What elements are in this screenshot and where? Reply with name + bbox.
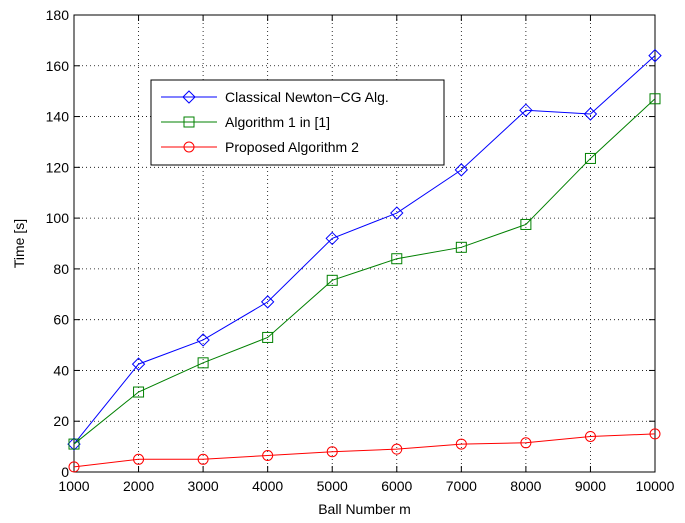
data-series	[67, 48, 662, 473]
x-tick-label: 3000	[188, 478, 219, 494]
legend-label: Classical Newton−CG Alg.	[225, 89, 389, 105]
circle-marker	[391, 443, 403, 455]
circle-marker	[649, 428, 661, 440]
grid-lines	[74, 15, 655, 472]
diamond-marker	[648, 48, 662, 63]
square-marker	[68, 438, 80, 450]
circle-marker	[584, 430, 596, 442]
diamond-marker	[325, 231, 339, 246]
x-tick-label: 8000	[510, 478, 541, 494]
y-tick-label: 80	[53, 261, 69, 277]
square-marker	[133, 386, 145, 398]
legend-label: Algorithm 1 in [1]	[225, 114, 330, 130]
square-marker	[520, 218, 532, 230]
y-tick-label: 120	[46, 159, 70, 175]
diamond-marker	[390, 206, 404, 220]
circle-marker	[197, 453, 209, 465]
legend: Classical Newton−CG Alg. Algorithm 1 in […	[150, 79, 445, 166]
x-axis-label: Ball Number m	[318, 501, 411, 517]
diamond-marker	[196, 333, 210, 347]
diamond-marker	[182, 90, 196, 104]
y-tick-label: 0	[61, 464, 69, 480]
legend-item: Algorithm 1 in [1]	[161, 114, 330, 130]
diamond-marker	[67, 437, 81, 451]
square-marker	[197, 357, 209, 369]
series-2	[68, 93, 661, 450]
diamond-marker	[131, 357, 146, 371]
series-1	[67, 48, 662, 451]
circle-marker	[133, 453, 145, 465]
circle-marker	[326, 446, 338, 458]
series-line	[73, 433, 656, 468]
diamond-marker	[454, 163, 469, 177]
y-tick-label: 60	[53, 312, 69, 328]
y-tick-label: 140	[46, 109, 70, 125]
plot-area-frame	[73, 14, 656, 473]
y-tick-label: 180	[46, 7, 70, 23]
axis-ticks: 1000 2000 3000 4000 5000 6000 7000 8000 9000 1000…	[46, 7, 675, 494]
legend-item: Classical Newton−CG Alg.	[161, 89, 389, 105]
square-marker	[649, 93, 661, 105]
square-marker	[584, 152, 596, 164]
y-tick-label: 160	[46, 58, 70, 74]
circle-marker	[68, 461, 80, 473]
square-marker	[326, 274, 338, 286]
circle-marker	[262, 449, 274, 461]
series-3	[68, 428, 661, 473]
square-marker	[455, 241, 467, 253]
x-tick-label: 10000	[636, 478, 675, 494]
diamond-marker	[260, 295, 275, 309]
x-tick-label: 6000	[381, 478, 412, 494]
series-line	[73, 98, 656, 445]
y-axis-label: Time [s]	[11, 219, 27, 268]
x-tick-label: 9000	[575, 478, 606, 494]
x-tick-label: 2000	[123, 478, 154, 494]
circle-marker	[183, 141, 195, 153]
circle-marker	[455, 438, 467, 450]
x-tick-label: 7000	[446, 478, 477, 494]
circle-marker	[520, 437, 532, 449]
diamond-marker	[519, 103, 533, 117]
x-tick-label: 4000	[252, 478, 283, 494]
y-tick-label: 100	[46, 210, 70, 226]
x-tick-label: 5000	[317, 478, 348, 494]
diamond-marker	[583, 107, 598, 121]
y-tick-label: 40	[53, 362, 69, 378]
y-tick-label: 20	[53, 413, 69, 429]
square-marker	[183, 116, 195, 128]
square-marker	[262, 331, 274, 343]
series-line	[73, 55, 656, 445]
x-tick-label: 1000	[58, 478, 89, 494]
legend-item: Proposed Algorithm 2	[161, 139, 359, 155]
legend-label: Proposed Algorithm 2	[225, 139, 359, 155]
square-marker	[391, 253, 403, 265]
